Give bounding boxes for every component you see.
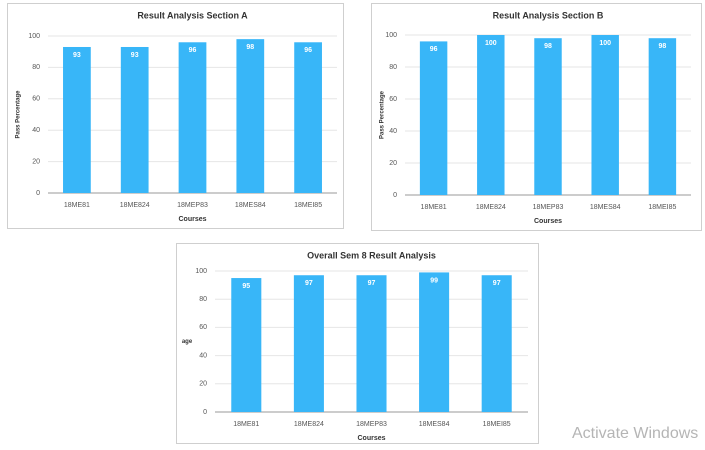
bar (63, 46, 91, 193)
bar (481, 275, 512, 412)
y-axis-label: Pass Percentage (380, 90, 386, 139)
value-label: 93 (73, 52, 81, 59)
y-tick-label: 20 (32, 158, 40, 165)
x-tick-label: 18ME81 (233, 421, 259, 428)
bar (294, 42, 322, 193)
x-tick-label: 18MEI85 (648, 204, 676, 211)
value-label: 100 (599, 40, 611, 47)
bar (293, 275, 324, 412)
x-tick-label: 18MEI85 (483, 421, 511, 428)
value-label: 97 (305, 280, 313, 287)
y-tick-label: 80 (389, 64, 397, 71)
x-tick-label: 18ME824 (294, 421, 324, 428)
y-tick-label: 0 (203, 409, 207, 416)
y-tick-label: 0 (36, 190, 40, 197)
value-label: 96 (430, 46, 438, 53)
x-tick-label: 18MEI85 (294, 202, 322, 209)
chart-title: Result Analysis Section A (137, 10, 248, 20)
value-label: 97 (493, 280, 501, 287)
y-tick-label: 20 (389, 160, 397, 167)
bar (419, 272, 450, 412)
value-label: 99 (430, 277, 438, 284)
x-axis-label: Courses (534, 218, 562, 225)
y-tick-label: 60 (32, 96, 40, 103)
bar (419, 41, 448, 196)
x-axis-label: Courses (357, 435, 385, 442)
y-tick-label: 40 (199, 352, 207, 359)
y-tick-label: 80 (199, 296, 207, 303)
x-tick-label: 18ME81 (64, 202, 90, 209)
watermark: Activate Windows (572, 425, 698, 442)
y-tick-label: 100 (28, 33, 40, 40)
y-tick-label: 80 (32, 64, 40, 71)
y-tick-label: 100 (385, 32, 397, 39)
bar (231, 278, 262, 412)
bar (120, 46, 149, 193)
chart-title: Result Analysis Section B (493, 10, 604, 20)
value-label: 95 (242, 283, 250, 290)
x-tick-label: 18MES84 (235, 202, 266, 209)
chart: Result Analysis Section A 0 20 40 60 80 100 18M… (7, 3, 344, 229)
y-tick-label: 100 (195, 268, 207, 275)
x-tick-label: 18MEP83 (533, 204, 564, 211)
value-label: 93 (131, 52, 139, 59)
bar (648, 38, 677, 196)
chart-frame (7, 3, 344, 229)
x-tick-label: 18ME824 (476, 204, 506, 211)
y-tick-label: 60 (389, 96, 397, 103)
x-tick-label: 18ME824 (120, 202, 150, 209)
x-tick-label: 18ME81 (421, 204, 447, 211)
bar (591, 35, 619, 195)
bar (236, 39, 265, 193)
value-label: 98 (544, 43, 552, 50)
x-tick-label: 18MEP83 (356, 421, 387, 428)
x-tick-label: 18MEP83 (177, 202, 208, 209)
y-tick-label: 0 (393, 192, 397, 199)
x-tick-label: 18MES84 (419, 421, 450, 428)
y-tick-label: 60 (199, 324, 207, 331)
value-label: 97 (368, 280, 376, 287)
value-label: 100 (485, 40, 497, 47)
y-tick-label: 40 (32, 127, 40, 134)
x-tick-label: 18MES84 (590, 204, 621, 211)
y-tick-label: 20 (199, 381, 207, 388)
value-label: 96 (304, 47, 312, 54)
bar (534, 38, 562, 196)
bar (356, 275, 387, 412)
chart-title: Overall Sem 8 Result Analysis (307, 250, 436, 260)
bar (477, 35, 505, 195)
x-axis-label: Courses (178, 216, 206, 223)
y-tick-label: 40 (389, 128, 397, 135)
y-axis-label: Pass Percentage (16, 90, 22, 139)
bar (178, 42, 207, 193)
value-label: 98 (659, 43, 667, 50)
chart: Result Analysis Section B 0 20 40 60 80 100 18M… (371, 3, 702, 231)
chart: Overall Sem 8 Result Analysis 0 20 40 60 80 10… (176, 243, 539, 444)
value-label: 96 (189, 47, 197, 54)
y-axis-label: age (182, 339, 193, 345)
value-label: 98 (246, 44, 254, 51)
